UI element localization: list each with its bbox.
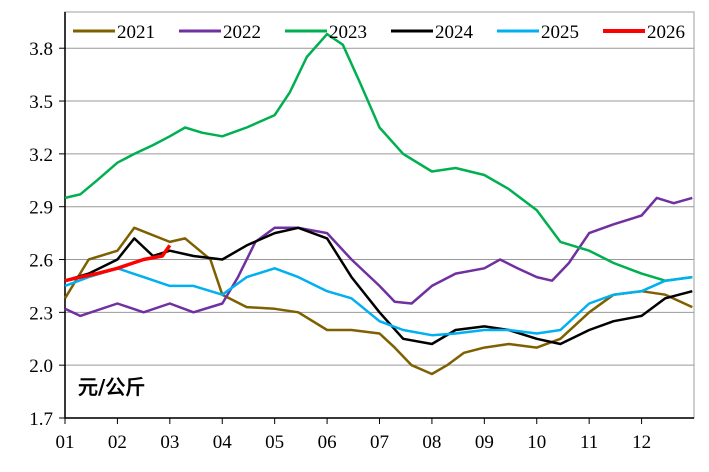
x-tick-label: 08: [422, 432, 441, 453]
y-tick-label: 1.7: [29, 409, 53, 430]
x-tick-label: 07: [370, 432, 389, 453]
x-tick-label: 11: [580, 432, 598, 453]
series-line-2025: [64, 267, 693, 337]
legend-label-2024: 2024: [435, 22, 474, 43]
x-tick-label: 10: [527, 432, 546, 453]
y-tick-label: 2.9: [29, 198, 53, 219]
plot-frame: [64, 11, 695, 419]
x-tick-label: 01: [56, 432, 75, 453]
series-line-2024: [64, 226, 693, 346]
series-line-2022: [64, 196, 693, 318]
x-tick-label: 12: [632, 432, 651, 453]
series-line-2026: [64, 244, 172, 283]
series-line-2021: [63, 226, 693, 376]
y-tick-label: 2.3: [29, 303, 53, 324]
legend-label-2021: 2021: [117, 22, 155, 43]
y-tick-label: 3.8: [29, 39, 53, 60]
unit-label: 元/公斤: [78, 375, 145, 399]
legend-label-2023: 2023: [329, 22, 367, 43]
legend-label-2026: 2026: [647, 22, 685, 43]
y-tick-label: 2.6: [29, 251, 53, 272]
x-tick-label: 04: [213, 432, 233, 453]
y-tick-label: 2.0: [29, 356, 53, 377]
x-tick-label: 09: [475, 432, 494, 453]
x-tick-label: 06: [318, 432, 337, 453]
y-tick-label: 3.2: [29, 145, 53, 166]
x-tick-label: 02: [108, 432, 127, 453]
x-tick-label: 03: [160, 432, 179, 453]
series-line-2023: [64, 32, 693, 282]
x-tick-label: 05: [265, 432, 284, 453]
legend-label-2022: 2022: [223, 22, 261, 43]
y-tick-label: 3.5: [29, 92, 53, 113]
legend-label-2025: 2025: [541, 22, 579, 43]
